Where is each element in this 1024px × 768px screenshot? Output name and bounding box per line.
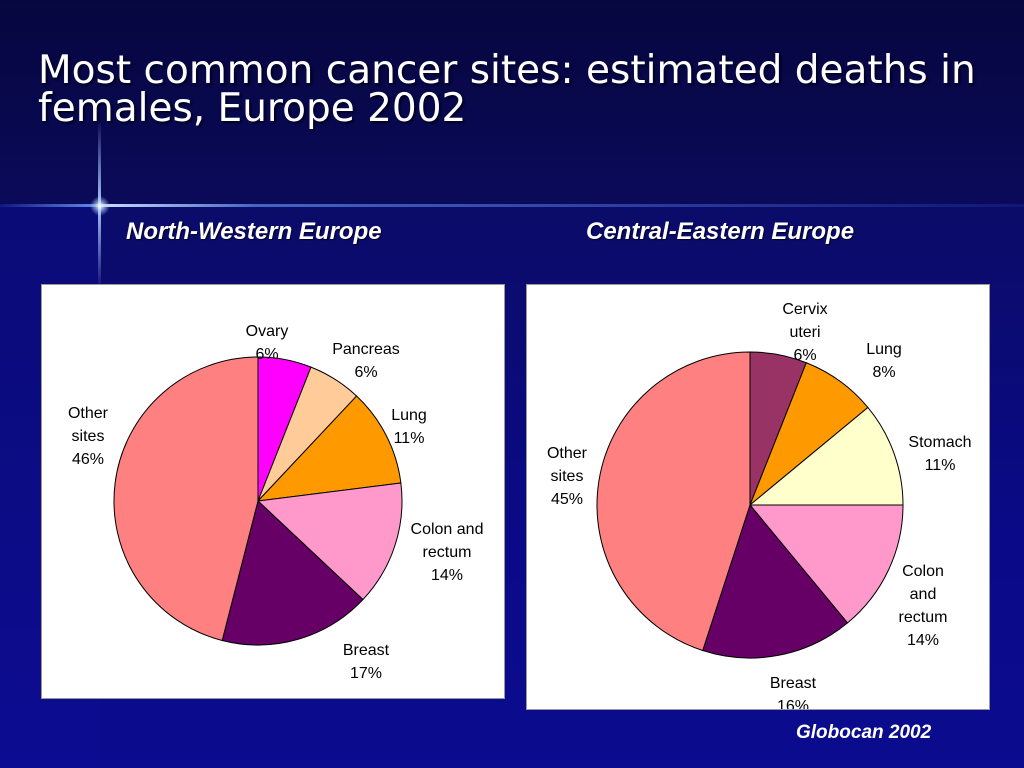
slice-label-line: Colon xyxy=(902,563,944,580)
slice-label-line: Other xyxy=(68,405,109,422)
pie-chart-svg: Cervix uteri 6% Lung 8% Stomach 11% Colon and rec… xyxy=(547,301,972,709)
slice-label: Colon and rectum 14% xyxy=(411,521,484,584)
slice-label: Lung 11% xyxy=(391,407,427,447)
slice-label: Stomach 11% xyxy=(908,434,971,474)
pie-slice xyxy=(256,395,402,502)
slide-title-line-1: Most common cancer sites: estimated deat… xyxy=(38,48,976,93)
pie-slice xyxy=(256,482,403,601)
slice-label-line: 16% xyxy=(777,698,809,709)
slide-title: Most common cancer sites: estimated deat… xyxy=(38,48,1018,131)
pie-chart-svg: Ovary 6% Pancreas 6% Lung 11% Colon and rectum 1… xyxy=(68,323,484,682)
header-band xyxy=(0,0,1024,205)
slice-label-line: 6% xyxy=(354,364,377,381)
pie-slice xyxy=(596,351,751,652)
slice-label-line: 14% xyxy=(907,632,939,649)
slide-title-line-2: females, Europe 2002 xyxy=(38,86,467,131)
source-note: Globocan 2002 xyxy=(796,722,932,743)
slice-label-line: rectum xyxy=(899,609,948,626)
pie-chart-central-eastern: Cervix uteri 6% Lung 8% Stomach 11% Colon and rec… xyxy=(526,284,990,710)
slice-label-line: sites xyxy=(72,428,105,445)
slice-label-line: Breast xyxy=(770,675,817,692)
slice-label: Pancreas 6% xyxy=(332,341,400,381)
pie-slice xyxy=(702,503,849,659)
slice-label: Cervix uteri 6% xyxy=(782,301,827,364)
pie-slice xyxy=(113,356,259,642)
slice-label-line: uteri xyxy=(789,324,820,341)
slice-label-line: Colon and xyxy=(411,521,484,538)
sparkle-icon xyxy=(90,196,110,216)
slice-label-line: Stomach xyxy=(908,434,971,451)
slice-label-line: Lung xyxy=(391,407,427,424)
pie-slice xyxy=(221,500,364,646)
slice-label: Other sites 46% xyxy=(68,405,109,468)
pie-chart-north-western: Ovary 6% Pancreas 6% Lung 11% Colon and rectum 1… xyxy=(41,284,505,699)
decorative-horizontal-line xyxy=(0,204,1024,207)
slice-label-line: rectum xyxy=(423,544,472,561)
slice-label-line: 14% xyxy=(431,567,463,584)
chart-title-north-western: North-Western Europe xyxy=(126,218,382,245)
slice-label: Colon and rectum 14% xyxy=(899,563,948,649)
slice-label-line: 6% xyxy=(255,346,278,363)
slice-label: Ovary 6% xyxy=(246,323,289,363)
slice-label-line: 11% xyxy=(394,430,425,447)
slice-label-line: and xyxy=(910,586,937,603)
slice-label-line: 17% xyxy=(350,665,382,682)
slice-label-line: Other xyxy=(547,445,588,462)
pie-slice xyxy=(748,504,904,624)
slice-label-line: Ovary xyxy=(246,323,289,340)
slice-label-line: Lung xyxy=(866,341,902,358)
slice-label: Lung 8% xyxy=(866,341,902,381)
slice-label-line: 46% xyxy=(72,451,104,468)
slice-label-line: Cervix xyxy=(782,301,827,318)
slice-label-line: 6% xyxy=(793,347,816,364)
pie-slice xyxy=(748,406,904,506)
slice-label: Breast 16% xyxy=(770,675,817,709)
chart-title-central-eastern: Central-Eastern Europe xyxy=(586,218,855,245)
slice-label: Other sites 45% xyxy=(547,445,588,508)
slice-label-line: Pancreas xyxy=(332,341,400,358)
slice-label-line: sites xyxy=(551,468,584,485)
slice-label-line: 8% xyxy=(872,364,895,381)
slice-label-line: 45% xyxy=(551,491,583,508)
slice-label: Breast 17% xyxy=(343,642,390,682)
slice-label-line: 11% xyxy=(925,457,956,474)
slice-label-line: Breast xyxy=(343,642,390,659)
